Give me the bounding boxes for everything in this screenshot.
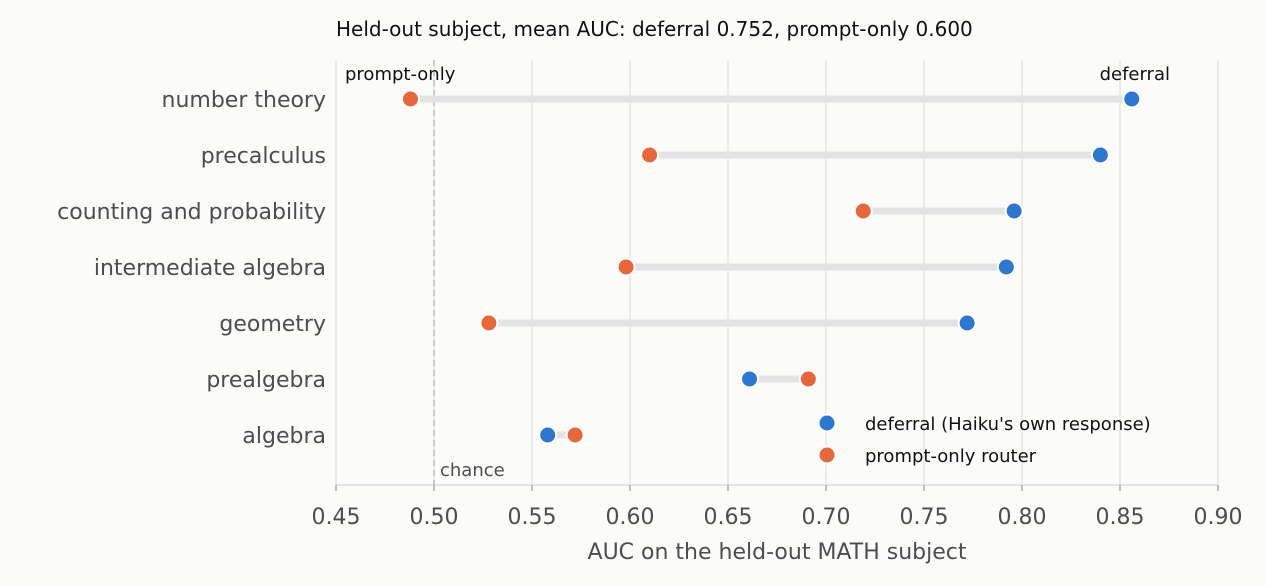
- deferral-point: [1004, 201, 1024, 221]
- deferral-point: [1122, 89, 1142, 109]
- category-label: algebra: [242, 424, 326, 449]
- x-tick-label: 0.75: [900, 505, 949, 530]
- legend-label-prompt-only: prompt-only router: [865, 446, 1037, 467]
- dumbbell-rows: number theory precalculus counting and pro…: [57, 88, 1142, 449]
- prompt-only-point: [853, 201, 873, 221]
- annotation-prompt-only: prompt-only: [345, 64, 456, 85]
- legend-marker-prompt-only: [817, 445, 837, 465]
- chart-title: Held-out subject, mean AUC: deferral 0.7…: [336, 17, 973, 41]
- category-label: counting and probability: [57, 200, 326, 225]
- x-tick-labels: 0.45 0.50 0.55 0.60 0.65 0.70 0.75 0.80 0.85 0.90: [312, 485, 1243, 530]
- deferral-point: [538, 425, 558, 445]
- prompt-only-point: [798, 369, 818, 389]
- category-label: number theory: [162, 88, 326, 113]
- category-label: precalculus: [201, 144, 326, 169]
- category-label: intermediate algebra: [94, 256, 326, 281]
- x-tick-label: 0.85: [1096, 505, 1145, 530]
- prompt-only-point: [640, 145, 660, 165]
- x-tick-label: 0.45: [312, 505, 361, 530]
- legend: deferral (Haiku's own response) prompt-o…: [817, 413, 1151, 467]
- x-tick-label: 0.70: [802, 505, 851, 530]
- x-tick-label: 0.55: [508, 505, 557, 530]
- x-axis-title: AUC on the held-out MATH subject: [588, 540, 967, 565]
- deferral-point: [740, 369, 760, 389]
- deferral-point: [1090, 145, 1110, 165]
- prompt-only-point: [565, 425, 585, 445]
- prompt-only-point: [479, 313, 499, 333]
- legend-label-deferral: deferral (Haiku's own response): [865, 414, 1151, 435]
- x-tick-label: 0.50: [410, 505, 459, 530]
- x-tick-label: 0.90: [1194, 505, 1243, 530]
- prompt-only-point: [400, 89, 420, 109]
- deferral-point: [957, 313, 977, 333]
- annotation-deferral: deferral: [1100, 64, 1170, 85]
- x-tick-label: 0.65: [704, 505, 753, 530]
- x-tick-label: 0.60: [606, 505, 655, 530]
- category-label: geometry: [219, 312, 326, 337]
- prompt-only-point: [616, 257, 636, 277]
- chance-label: chance: [440, 460, 505, 481]
- legend-marker-deferral: [817, 413, 837, 433]
- deferral-point: [996, 257, 1016, 277]
- x-tick-label: 0.80: [998, 505, 1047, 530]
- category-label: prealgebra: [206, 368, 326, 393]
